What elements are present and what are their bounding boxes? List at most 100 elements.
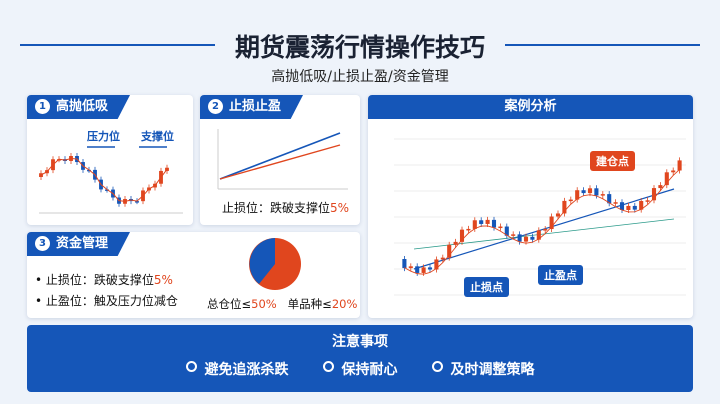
candle bbox=[651, 188, 657, 201]
candle bbox=[447, 244, 452, 258]
candle bbox=[440, 257, 445, 260]
candle bbox=[472, 220, 477, 229]
footer-items: 避免追涨杀跌 保持耐心 及时调整策略 bbox=[27, 359, 693, 379]
candle bbox=[664, 172, 669, 186]
panel-header: 3 资金管理 bbox=[27, 232, 131, 256]
mini-chart bbox=[39, 146, 183, 214]
ma-line bbox=[40, 157, 168, 202]
candle bbox=[619, 202, 625, 210]
subtitle: 高抛低吸/止损止盈/资金管理 bbox=[271, 69, 449, 85]
candle bbox=[504, 226, 509, 236]
candle bbox=[498, 226, 503, 229]
candle bbox=[415, 266, 420, 273]
panel-high-low: 1 高抛低吸 压力位 支撑位 bbox=[27, 95, 193, 225]
candle bbox=[135, 201, 139, 203]
panel-title: 案例分析 bbox=[368, 95, 693, 119]
bullet bbox=[185, 361, 197, 372]
panel-title: 高抛低吸 bbox=[56, 99, 109, 114]
case-chart bbox=[394, 138, 686, 296]
panel-title: 资金管理 bbox=[56, 236, 109, 251]
entry-label: 建仓点 bbox=[590, 151, 635, 171]
badge: 3 bbox=[35, 236, 50, 251]
footer-item-text: 避免追涨杀跌 bbox=[204, 362, 289, 378]
panel-case: 案例分析 建仓点 止损点 止盈点 bbox=[368, 95, 693, 318]
pie-label: 总仓位≤ bbox=[207, 297, 252, 311]
candle bbox=[402, 259, 407, 269]
badge: 2 bbox=[208, 99, 223, 114]
candle bbox=[549, 216, 554, 230]
candle bbox=[485, 219, 490, 224]
candle bbox=[511, 234, 516, 236]
candle bbox=[677, 160, 682, 171]
candle bbox=[165, 167, 169, 171]
list-item: • 止损位：跌破支撑位5% bbox=[35, 273, 173, 287]
candle bbox=[543, 229, 548, 231]
take-profit-label: 止盈点 bbox=[538, 265, 583, 285]
footer-item-text: 保持耐心 bbox=[341, 362, 398, 378]
candle bbox=[530, 236, 535, 240]
title-rule bbox=[20, 44, 215, 46]
list-item: • 止盈位：触及压力位减仓 bbox=[35, 294, 178, 308]
list: • 止损位：跌破支撑位5% • 止盈位：触及压力位减仓 bbox=[35, 270, 178, 312]
item-text: 止损位：跌破支撑位 bbox=[45, 273, 154, 287]
candle bbox=[594, 188, 599, 196]
panel-header: 1 高抛低吸 bbox=[27, 95, 131, 119]
candle bbox=[607, 194, 612, 204]
candle bbox=[105, 189, 109, 191]
footer: 注意事项 避免追涨杀跌 保持耐心 及时调整策略 bbox=[27, 325, 693, 392]
candle bbox=[568, 199, 573, 202]
pie-value: 50% bbox=[251, 297, 277, 311]
pie-labels: 总仓位≤50% 单品种≤20% bbox=[207, 296, 357, 312]
candle bbox=[479, 220, 484, 224]
candle bbox=[626, 205, 631, 210]
trend bbox=[413, 188, 675, 270]
candle bbox=[632, 205, 637, 210]
candle bbox=[408, 266, 413, 269]
candle bbox=[466, 228, 471, 231]
title: 期货震荡行情操作技巧 bbox=[234, 33, 485, 62]
ma-line bbox=[404, 169, 680, 275]
candle bbox=[671, 170, 676, 173]
panel-stop: 2 止损止盈 止损位：跌破支撑位5% bbox=[200, 95, 360, 225]
footer-item: 保持耐心 bbox=[322, 359, 398, 379]
item-text: 止盈位：触及压力位减仓 bbox=[45, 294, 178, 308]
footer-item-text: 及时调整策略 bbox=[450, 362, 535, 378]
panel-header: 2 止损止盈 bbox=[200, 95, 304, 119]
item-value: 5% bbox=[153, 273, 173, 287]
candle bbox=[536, 230, 541, 240]
candle bbox=[427, 267, 433, 270]
candle bbox=[517, 234, 522, 242]
footer-item: 及时调整策略 bbox=[431, 359, 535, 379]
candle bbox=[453, 241, 458, 245]
candle bbox=[645, 200, 650, 202]
candle bbox=[575, 190, 580, 200]
candle bbox=[658, 185, 663, 189]
candle bbox=[562, 200, 567, 214]
note-value: 5% bbox=[330, 201, 350, 215]
footer-item: 避免追涨杀跌 bbox=[185, 359, 289, 379]
panel-money: 3 资金管理 • 止损位：跌破支撑位5% • 止盈位：触及压力位减仓 总仓位≤50… bbox=[27, 232, 360, 318]
candle bbox=[581, 190, 586, 194]
label: 支撑位 bbox=[141, 130, 174, 143]
note-text: 止损位：跌破支撑位 bbox=[222, 201, 331, 215]
bullet bbox=[322, 361, 334, 372]
badge: 1 bbox=[35, 99, 50, 114]
candle bbox=[491, 219, 497, 228]
pie bbox=[249, 238, 301, 290]
candle bbox=[39, 173, 43, 177]
candle bbox=[523, 236, 529, 242]
candle bbox=[87, 169, 91, 172]
candle bbox=[421, 267, 426, 273]
candle bbox=[613, 202, 618, 204]
panel-title: 止损止盈 bbox=[229, 99, 282, 114]
candle bbox=[459, 229, 465, 242]
candle bbox=[587, 188, 593, 194]
candle bbox=[555, 213, 561, 217]
candle bbox=[600, 194, 605, 196]
bullet bbox=[431, 361, 443, 372]
trend bbox=[413, 218, 675, 250]
line-chart bbox=[217, 129, 348, 190]
candle bbox=[434, 259, 439, 270]
stop-loss-label: 止损点 bbox=[464, 277, 509, 297]
